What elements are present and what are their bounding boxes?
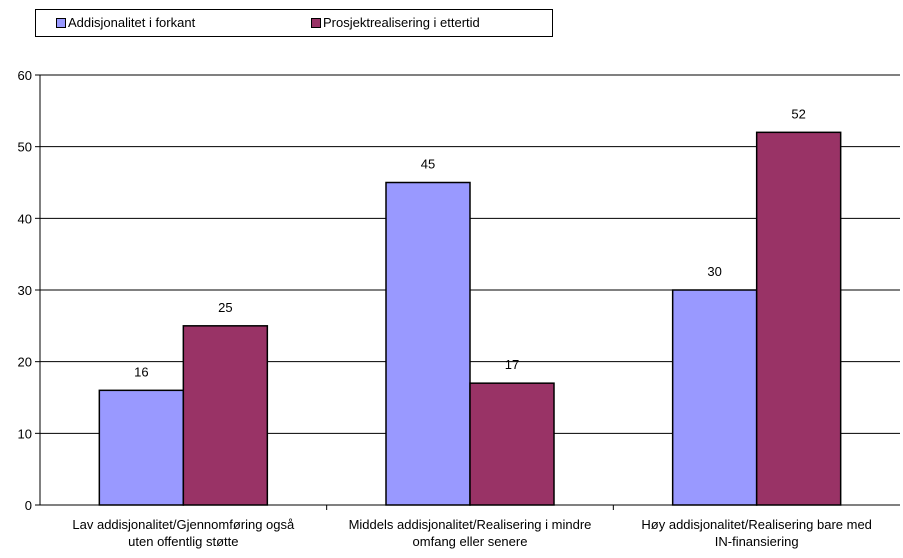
x-category-label-1: Lav addisjonalitet/Gjennomføring også ute… xyxy=(72,517,295,549)
bar-s1-c2 xyxy=(385,181,471,506)
x-category-label-3: Høy addisjonalitet/Realisering bare med I… xyxy=(641,517,872,549)
x-category-label-2: Middels addisjonalitet/Realisering i min… xyxy=(349,517,592,549)
bar-value-label-s1-c2: 45 xyxy=(421,157,435,172)
y-tick-label-20: 20 xyxy=(18,355,32,370)
bar-s2-c3 xyxy=(755,131,842,506)
legend-label-series-2: Prosjektrealisering i ettertid xyxy=(323,15,480,30)
bar-s2-c1 xyxy=(182,325,269,506)
bar-value-label-s2-c3: 52 xyxy=(791,106,805,121)
x-category-label-1-line-1: Lav addisjonalitet/Gjennomføring også xyxy=(72,517,295,532)
legend-swatch-series-1 xyxy=(56,17,66,28)
y-tick-label-10: 10 xyxy=(18,426,32,441)
y-tick-label-50: 50 xyxy=(18,140,32,155)
bar-value-label-s2-c1: 25 xyxy=(218,300,232,315)
chart-legend: Addisjonalitet i forkant Prosjektrealise… xyxy=(35,9,553,37)
legend-swatch-series-2 xyxy=(311,17,321,28)
legend-label-series-1: Addisjonalitet i forkant xyxy=(68,15,196,30)
x-category-label-1-line-2: uten offentlig støtte xyxy=(128,534,238,549)
x-category-label-3-line-1: Høy addisjonalitet/Realisering bare med xyxy=(641,517,872,532)
bar-value-label-s1-c1: 16 xyxy=(134,364,148,379)
x-category-label-3-line-2: IN-finansiering xyxy=(715,534,799,549)
bar-s1-c3 xyxy=(671,289,758,506)
legend-item-series-1: Addisjonalitet i forkant xyxy=(56,15,195,30)
x-category-label-2-line-2: omfang eller senere xyxy=(413,534,528,549)
x-category-label-2-line-1: Middels addisjonalitet/Realisering i min… xyxy=(349,517,592,532)
y-tick-label-0: 0 xyxy=(25,498,32,513)
bar-s2-c2 xyxy=(469,382,555,506)
y-tick-label-60: 60 xyxy=(18,68,32,83)
y-tick-label-30: 30 xyxy=(18,283,32,298)
y-tick-label-40: 40 xyxy=(18,211,32,226)
legend-item-series-2: Prosjektrealisering i ettertid xyxy=(311,15,480,30)
bar-value-label-s2-c2: 17 xyxy=(505,357,519,372)
bar-value-label-s1-c3: 30 xyxy=(707,264,721,279)
bar-s1-c1 xyxy=(98,389,185,506)
